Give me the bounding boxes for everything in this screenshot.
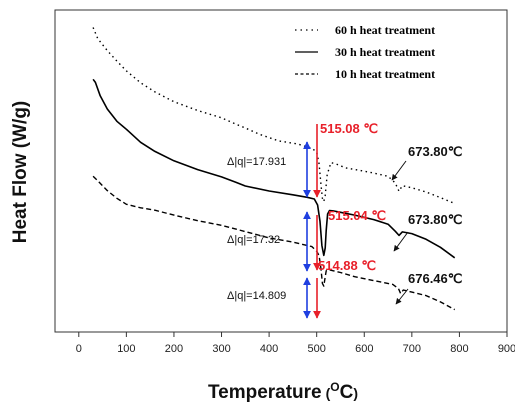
x-axis-unit: C xyxy=(340,382,354,403)
x-axis-unit-sup: O xyxy=(330,380,339,394)
black-arrow-30h xyxy=(393,231,409,252)
x-axis-ticks: 0 100 200 300 400 500 600 700 800 900 xyxy=(76,332,515,355)
x-tick-label: 800 xyxy=(450,343,468,355)
peak2-label-30h: 673.80℃ xyxy=(408,212,462,227)
x-tick-label: 100 xyxy=(117,343,135,355)
delta-q-label-10h: Δ|q|=14.809 xyxy=(227,290,286,302)
x-tick-label: 500 xyxy=(308,343,326,355)
x-tick-label: 600 xyxy=(355,343,373,355)
x-axis-unit-open: ( xyxy=(326,385,331,401)
peak-annotations-red: 515.08 ℃ 515.04 ℃ 514.88 ℃ xyxy=(313,121,386,319)
delta-q-annotations: Δ|q|=17.931 Δ|q|=17.32 Δ|q|=14.809 xyxy=(227,141,311,319)
x-axis-unit-close: ) xyxy=(353,385,358,401)
peak2-label-60h: 673.80℃ xyxy=(408,144,462,159)
delta-q-label-30h: Δ|q|=17.32 xyxy=(227,234,280,246)
peak-label-60h: 515.08 ℃ xyxy=(320,121,378,136)
x-tick-label: 900 xyxy=(498,343,515,355)
legend-label-60h: 60 h heat treatment xyxy=(335,23,435,37)
x-tick-label: 700 xyxy=(403,343,421,355)
black-arrow-60h xyxy=(391,160,407,181)
series-line-dashed xyxy=(92,175,456,311)
x-tick-label: 200 xyxy=(165,343,183,355)
plot-frame xyxy=(54,9,508,333)
x-axis-title-text: Temperature xyxy=(208,382,322,403)
series-line-solid xyxy=(92,78,456,259)
y-axis-title: Heat Flow (W/g) xyxy=(10,101,31,243)
peak-label-30h: 515.04 ℃ xyxy=(328,208,386,223)
legend: 60 h heat treatment 30 h heat treatment … xyxy=(295,23,435,81)
peak-label-10h: 514.88 ℃ xyxy=(318,258,376,273)
x-tick-label: 0 xyxy=(76,343,82,355)
peak2-label-10h: 676.46℃ xyxy=(408,271,462,286)
series-layer xyxy=(92,27,456,311)
legend-label-30h: 30 h heat treatment xyxy=(335,45,435,59)
peak-annotations-black: 673.80℃ 673.80℃ 676.46℃ xyxy=(391,144,462,305)
x-tick-label: 300 xyxy=(212,343,230,355)
black-arrow-10h xyxy=(395,288,409,305)
legend-label-10h: 10 h heat treatment xyxy=(335,67,435,81)
x-tick-label: 400 xyxy=(260,343,278,355)
x-axis-title: Temperature (OC) xyxy=(208,380,358,403)
delta-q-label-60h: Δ|q|=17.931 xyxy=(227,156,286,168)
